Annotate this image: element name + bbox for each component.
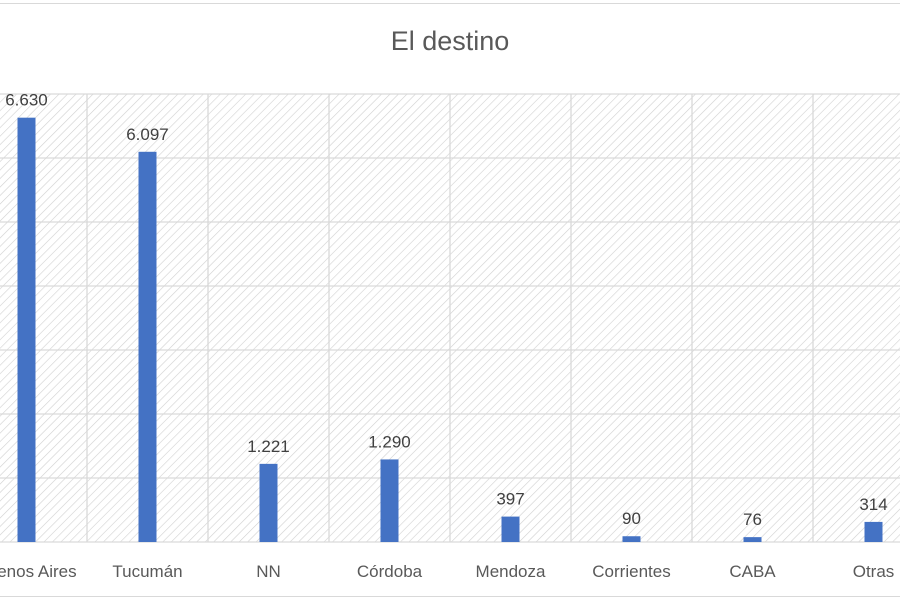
bar-4 xyxy=(501,516,520,542)
bar-1 xyxy=(138,151,157,543)
bar-0 xyxy=(17,117,36,543)
category-label-7: Otras xyxy=(853,562,895,581)
data-label-3: 1.290 xyxy=(368,432,411,451)
category-label-3: Córdoba xyxy=(357,562,423,581)
data-label-4: 397 xyxy=(496,490,524,509)
category-label-4: Mendoza xyxy=(476,562,546,581)
category-label-2: NN xyxy=(256,562,281,581)
chart-frame xyxy=(0,3,900,597)
category-label-5: Corrientes xyxy=(592,562,670,581)
bar-5 xyxy=(622,536,641,542)
bar-6 xyxy=(743,537,762,542)
data-label-5: 90 xyxy=(622,509,641,528)
category-label-6: CABA xyxy=(729,562,776,581)
data-label-7: 314 xyxy=(859,495,887,514)
data-label-6: 76 xyxy=(743,510,762,529)
category-label-0: Buenos Aires xyxy=(0,562,77,581)
chart-title: El destino xyxy=(390,26,510,56)
category-label-1: Tucumán xyxy=(112,562,182,581)
data-label-1: 6.097 xyxy=(126,125,169,144)
data-label-2: 1.221 xyxy=(247,437,290,456)
bar-7 xyxy=(864,521,883,542)
bar-3 xyxy=(380,459,399,542)
data-label-0: 6.630 xyxy=(5,91,48,110)
bar-2 xyxy=(259,463,278,542)
